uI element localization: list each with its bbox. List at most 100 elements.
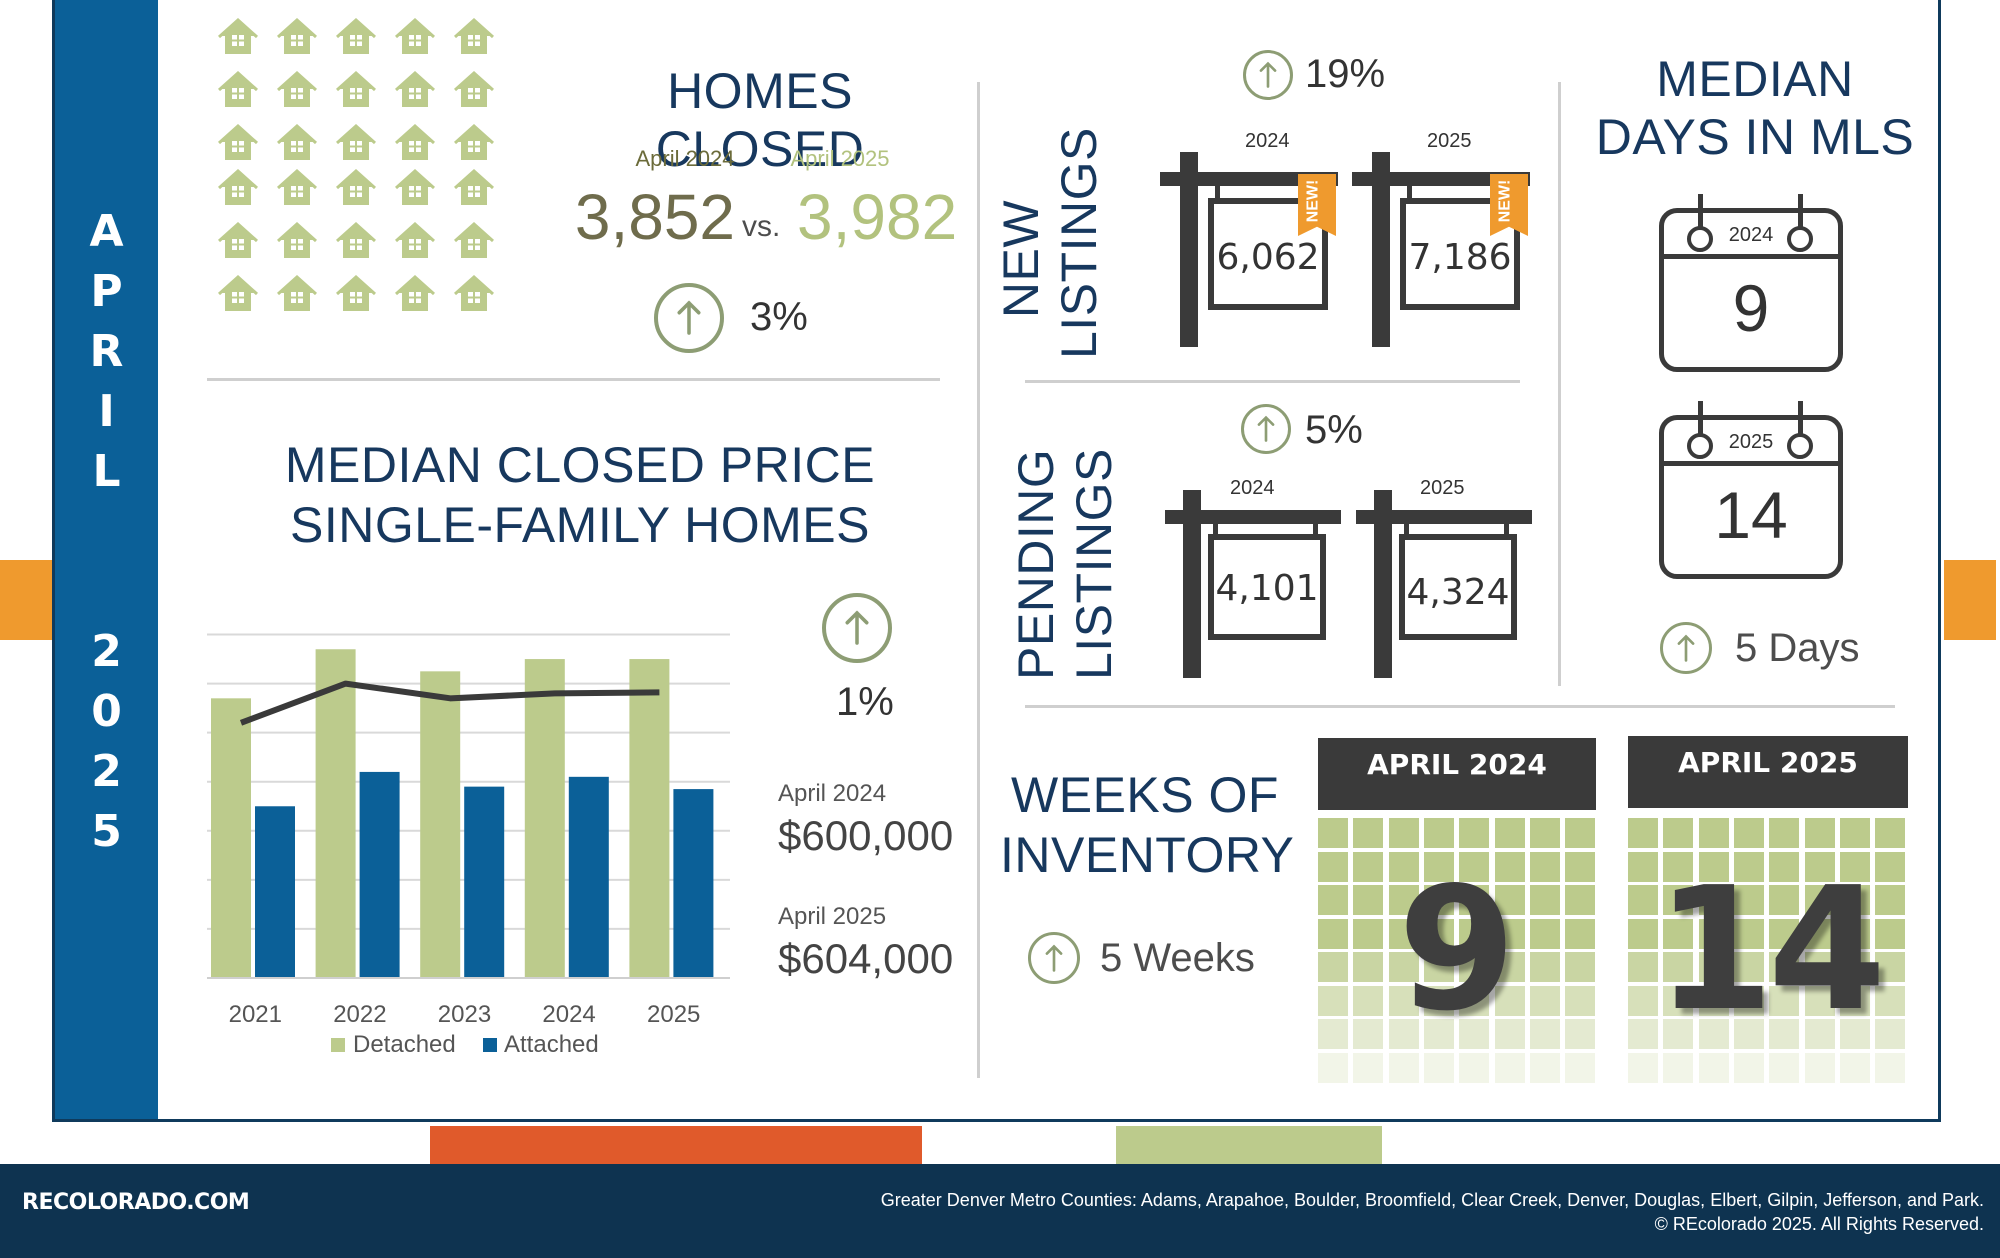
house-icon <box>217 221 259 260</box>
grid-cell <box>1769 851 1800 882</box>
up-arrow-icon <box>822 593 892 663</box>
pending-listings-year-2024: 2024 <box>1230 477 1275 499</box>
grid-cell <box>1698 818 1729 848</box>
chart-bar-detached <box>524 659 565 978</box>
grid-cell <box>1565 851 1596 882</box>
chart-bar-attached <box>673 789 714 978</box>
accent-strip-red <box>430 1126 922 1164</box>
grid-cell <box>1318 985 1348 1016</box>
grid-cell <box>1733 818 1764 848</box>
grid-cell <box>1423 952 1454 982</box>
right-orange-tab <box>1944 560 1996 640</box>
new-listings-title-line1: NEW <box>993 199 1049 319</box>
median-price-chart: 2021 2022 2023 2024 2025 Detached Attached <box>207 633 730 1058</box>
grid-cell <box>1698 851 1729 882</box>
chart-x-tick-label: 2024 <box>542 1001 595 1028</box>
grid-cell <box>1804 1019 1835 1049</box>
chart-x-tick-label: 2023 <box>438 1001 491 1028</box>
grid-cell <box>1663 1019 1694 1049</box>
new-badge: NEW! <box>1298 174 1336 236</box>
grid-cell <box>1733 918 1764 949</box>
chart-x-tick-label: 2025 <box>647 1001 700 1028</box>
side-bar <box>55 0 158 1119</box>
grid-cell <box>1663 985 1694 1016</box>
grid-cell <box>1663 885 1694 915</box>
grid-cell <box>1529 1052 1560 1083</box>
median-price-label-2024: April 2024 <box>778 780 887 807</box>
side-month-letter: P <box>90 266 123 317</box>
house-icon <box>276 221 318 260</box>
house-icon <box>217 274 259 313</box>
new-listings-year-2025: 2025 <box>1427 130 1472 152</box>
content-frame <box>52 0 1941 1122</box>
homes-closed-title: HOMES CLOSED <box>655 63 865 177</box>
weeks-inventory-header-2024: APRIL 2024 <box>1318 738 1596 810</box>
left-orange-tab <box>0 560 52 640</box>
weeks-inventory-value-2025: 14 <box>1655 851 1887 1049</box>
side-month-letter: A <box>89 206 124 257</box>
grid-cell <box>1565 818 1596 848</box>
weeks-inventory-value-2024: 9 <box>1397 851 1517 1049</box>
grid-cell <box>1423 851 1454 882</box>
house-icon <box>276 70 318 109</box>
weeks-grid-2025 <box>1628 818 1910 1083</box>
grid-cell <box>1423 985 1454 1016</box>
grid-cell <box>1494 985 1525 1016</box>
house-icon <box>453 17 495 56</box>
calendar-icon-2024: 2024 9 <box>1655 188 1850 376</box>
grid-cell <box>1839 1052 1870 1083</box>
grid-cell <box>1663 952 1694 982</box>
grid-cell <box>1459 885 1490 915</box>
divider <box>1025 705 1895 708</box>
grid-cell <box>1529 851 1560 882</box>
grid-cell <box>1804 985 1835 1016</box>
median-price-title-line2: SINGLE-FAMILY HOMES <box>289 497 870 553</box>
grid-cell <box>1769 1019 1800 1049</box>
house-icon <box>217 70 259 109</box>
days-in-mls-value-2024: 9 <box>1732 271 1770 345</box>
new-listings-sign-2025: NEW! 7,186 <box>1352 152 1532 347</box>
grid-cell <box>1875 885 1906 915</box>
house-icon <box>335 168 377 207</box>
grid-cell <box>1318 851 1348 882</box>
grid-cell <box>1875 952 1906 982</box>
grid-cell <box>1388 885 1419 915</box>
pending-listings-value-2025: 4,324 <box>1406 572 1510 613</box>
grid-cell <box>1839 851 1870 882</box>
grid-cell <box>1494 818 1525 848</box>
grid-cell <box>1663 918 1694 949</box>
grid-cell <box>1839 952 1870 982</box>
side-year-digit: 0 <box>91 686 122 737</box>
grid-cell <box>1529 952 1560 982</box>
footer-brand-link[interactable]: RECOLORADO.COM <box>22 1190 250 1215</box>
pending-listings-change: 5% <box>1305 408 1363 452</box>
grid-cell <box>1459 1019 1490 1049</box>
grid-cell <box>1769 885 1800 915</box>
chart-x-tick-label: 2021 <box>229 1001 282 1028</box>
grid-cell <box>1769 1052 1800 1083</box>
grid-cell <box>1459 985 1490 1016</box>
grid-cell <box>1388 1052 1419 1083</box>
grid-cell <box>1698 918 1729 949</box>
grid-cell <box>1804 851 1835 882</box>
up-arrow-icon <box>1243 50 1293 100</box>
days-in-mls-title-line1: MEDIAN <box>1656 51 1854 107</box>
grid-cell <box>1733 1052 1764 1083</box>
chart-bar-detached <box>420 671 461 978</box>
grid-cell <box>1388 918 1419 949</box>
homes-closed-change: 3% <box>750 295 808 339</box>
house-icon <box>335 123 377 162</box>
house-icon <box>335 221 377 260</box>
house-icon <box>453 274 495 313</box>
house-icon <box>453 123 495 162</box>
pending-listings-value-2024: 4,101 <box>1215 568 1319 609</box>
new-listings-title: NEW LISTINGS <box>980 127 1180 359</box>
grid-cell <box>1565 885 1596 915</box>
pending-listings-sign-2025: 4,324 <box>1356 490 1536 680</box>
chart-bar-attached <box>464 786 505 978</box>
pending-listings-sign-2024: 4,101 <box>1165 490 1345 680</box>
grid-cell <box>1494 1019 1525 1049</box>
median-price-title-line1: MEDIAN CLOSED PRICE <box>284 437 876 493</box>
grid-cell <box>1875 818 1906 848</box>
grid-cell <box>1628 918 1658 949</box>
